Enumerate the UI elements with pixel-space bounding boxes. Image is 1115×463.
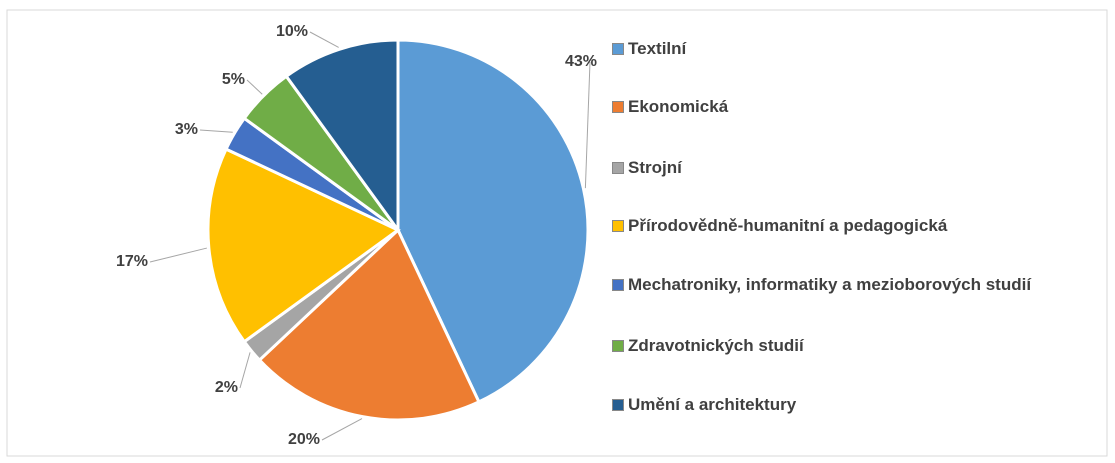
- legend-item: Přírodovědně-humanitní a pedagogická: [612, 210, 947, 241]
- data-label: 3%: [175, 121, 198, 138]
- leader-line: [199, 129, 233, 133]
- leader-line: [584, 61, 591, 189]
- legend-label: Ekonomická: [628, 97, 729, 116]
- legend-label: Zdravotnických studií: [628, 336, 804, 355]
- data-label: 17%: [116, 253, 148, 270]
- legend-swatch: [612, 162, 624, 174]
- legend-label: Mechatroniky, informatiky a mezioborovýc…: [628, 275, 1032, 294]
- data-label: 20%: [288, 431, 320, 448]
- pie-slice: [206, 147, 401, 344]
- pie-slice: [284, 38, 400, 235]
- legend-item: Mechatroniky, informatiky a mezioborovýc…: [612, 269, 1031, 300]
- legend-label: Přírodovědně-humanitní a pedagogická: [628, 216, 948, 235]
- leader-line: [149, 247, 207, 263]
- legend-item: Textilní: [612, 33, 686, 64]
- data-label: 2%: [215, 379, 238, 396]
- legend-item: Ekonomická: [612, 91, 728, 122]
- legend-swatch: [612, 279, 624, 291]
- chart-frame: [6, 9, 1108, 457]
- legend-swatch: [612, 340, 624, 352]
- leader-line: [309, 31, 339, 48]
- legend-swatch: [612, 43, 624, 55]
- data-label: 10%: [276, 23, 308, 40]
- legend-label: Umění a architektury: [628, 395, 797, 414]
- legend-swatch: [612, 101, 624, 113]
- legend-item: Umění a architektury: [612, 389, 796, 420]
- legend-swatch: [612, 399, 624, 411]
- data-label: 43%: [565, 53, 597, 70]
- legend-label: Textilní: [628, 39, 687, 58]
- legend-item: Strojní: [612, 152, 682, 183]
- pie-slice: [257, 227, 481, 422]
- pie-slice: [396, 38, 590, 404]
- data-label: 5%: [222, 71, 245, 88]
- legend-label: Strojní: [628, 158, 682, 177]
- leader-line: [239, 352, 251, 389]
- legend-item: Zdravotnických studií: [612, 330, 804, 361]
- legend-swatch: [612, 220, 624, 232]
- leader-line: [321, 418, 363, 441]
- leader-line: [246, 79, 263, 95]
